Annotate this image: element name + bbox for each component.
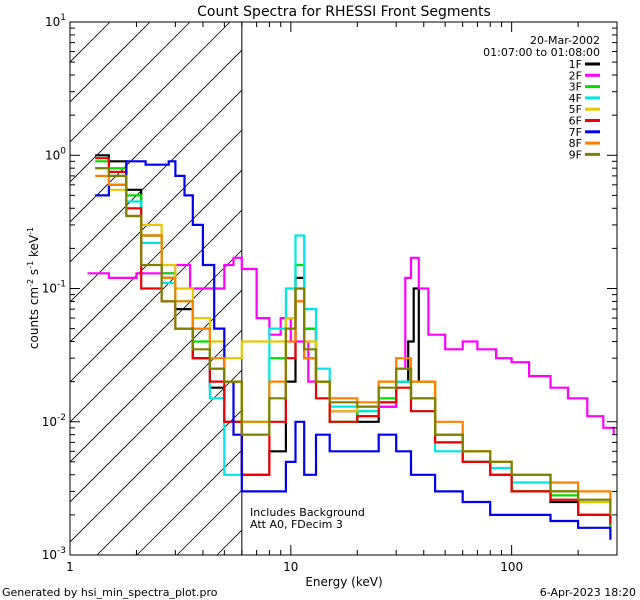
y-tick-label: 10-2 xyxy=(42,413,66,429)
hatch-line xyxy=(70,22,231,183)
legend-label-3F: 3F xyxy=(569,81,582,94)
legend-label-2F: 2F xyxy=(569,69,582,82)
legend-label-7F: 7F xyxy=(569,126,582,139)
date-label: 20-Mar-2002 xyxy=(530,34,600,47)
x-tick-label: 1 xyxy=(66,560,74,574)
hatch-line xyxy=(70,22,271,223)
x-tick-labels: 1 10 100 xyxy=(66,560,523,574)
axis-ticks xyxy=(69,22,618,556)
annotation-attenuator: Att A0, FDecim 3 xyxy=(250,518,343,531)
x-tick-label: 10 xyxy=(283,560,298,574)
y-tick-label: 101 xyxy=(45,13,66,29)
legend-label-8F: 8F xyxy=(569,137,582,150)
y-tick-labels: 10-3 10-2 10-1 100 101 xyxy=(42,13,67,562)
y-tick-label: 10-3 xyxy=(42,546,66,562)
generated-date: 6-Apr-2023 18:20 xyxy=(540,586,636,599)
y-tick-label: 10-1 xyxy=(42,280,66,296)
legend-label-6F: 6F xyxy=(569,115,582,128)
series-group xyxy=(87,154,615,540)
y-axis-label: counts cm-2 s-1 keV-1 xyxy=(26,227,41,349)
series-line-2F xyxy=(87,256,615,435)
x-axis-label: Energy (keV) xyxy=(305,575,382,589)
x-tick-label: 100 xyxy=(500,560,523,574)
series-line-7F xyxy=(95,160,612,540)
legend-label-5F: 5F xyxy=(569,103,582,116)
y-tick-label: 100 xyxy=(45,146,66,162)
time-range-label: 01:07:00 to 01:08:00 xyxy=(483,46,600,59)
legend-label-1F: 1F xyxy=(569,58,582,71)
generated-by: Generated by hsi_min_spectra_plot.pro xyxy=(2,586,218,599)
hatch-line xyxy=(70,22,311,263)
legend-label-4F: 4F xyxy=(569,92,582,105)
legend-label-9F: 9F xyxy=(569,148,582,161)
chart-title: Count Spectra for RHESSI Front Segments xyxy=(197,4,491,20)
hatch-line xyxy=(70,22,191,143)
series-line-9F xyxy=(95,167,612,515)
annotation-background: Includes Background xyxy=(250,506,365,519)
